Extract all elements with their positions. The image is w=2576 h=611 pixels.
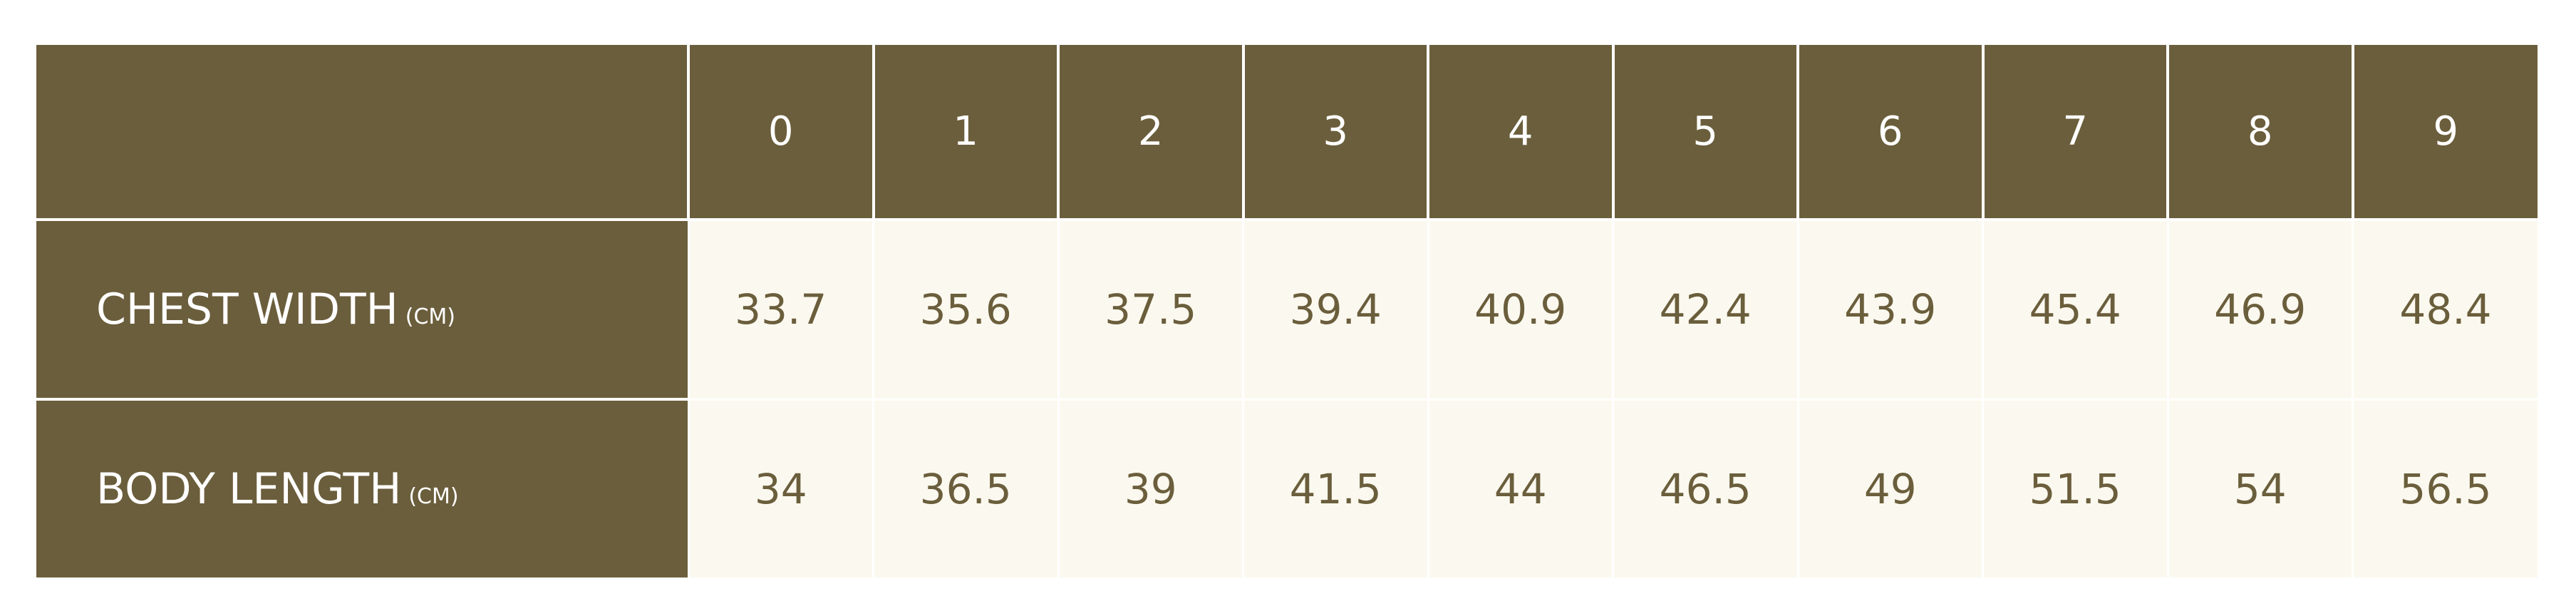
column-header: 1 — [871, 45, 1058, 221]
cell-value: 34 — [687, 399, 874, 577]
cell-value: 51.5 — [1982, 399, 2168, 577]
cell-value: 44 — [1427, 399, 1613, 577]
cell-value: 36.5 — [872, 399, 1058, 577]
row-label: CHEST WIDTH — [96, 284, 398, 334]
cell-value: 39.4 — [1242, 220, 1428, 401]
row-unit: (CM) — [405, 304, 455, 329]
column-header: 9 — [2351, 45, 2538, 221]
cell-value: 48.4 — [2352, 220, 2538, 401]
cell-value: 42.4 — [1612, 220, 1798, 401]
column-header: 7 — [1981, 45, 2168, 221]
cell-value: 35.6 — [872, 220, 1058, 401]
header-corner — [36, 45, 688, 221]
cell-value: 37.5 — [1057, 220, 1243, 401]
cell-value: 46.5 — [1612, 399, 1798, 577]
column-header: 4 — [1427, 45, 1613, 221]
column-header: 0 — [687, 45, 874, 221]
column-header: 8 — [2166, 45, 2353, 221]
cell-value: 39 — [1057, 399, 1243, 577]
table-body: CHEST WIDTH (CM) 33.7 35.6 37.5 39.4 40.9 42.4 4… — [36, 220, 2538, 577]
table-row: BODY LENGTH (CM) 34 36.5 39 41.5 44 46.5 49 51.5 5… — [36, 399, 2538, 577]
row-header: CHEST WIDTH (CM) — [36, 220, 688, 401]
cell-value: 46.9 — [2166, 220, 2353, 401]
row-unit: (CM) — [408, 484, 459, 509]
row-header: BODY LENGTH (CM) — [36, 399, 688, 577]
column-header: 6 — [1796, 45, 1983, 221]
table-row: CHEST WIDTH (CM) 33.7 35.6 37.5 39.4 40.9 42.4 4… — [36, 220, 2538, 401]
column-header: 3 — [1241, 45, 1428, 221]
cell-value: 43.9 — [1796, 220, 1983, 401]
column-header: 2 — [1057, 45, 1243, 221]
cell-value: 41.5 — [1242, 399, 1428, 577]
cell-value: 56.5 — [2352, 399, 2538, 577]
cell-value: 54 — [2166, 399, 2353, 577]
cell-value: 45.4 — [1982, 220, 2168, 401]
row-label: BODY LENGTH — [96, 464, 402, 514]
column-header: 5 — [1611, 45, 1798, 221]
cell-value: 40.9 — [1427, 220, 1613, 401]
cell-value: 33.7 — [687, 220, 874, 401]
cell-value: 49 — [1796, 399, 1983, 577]
